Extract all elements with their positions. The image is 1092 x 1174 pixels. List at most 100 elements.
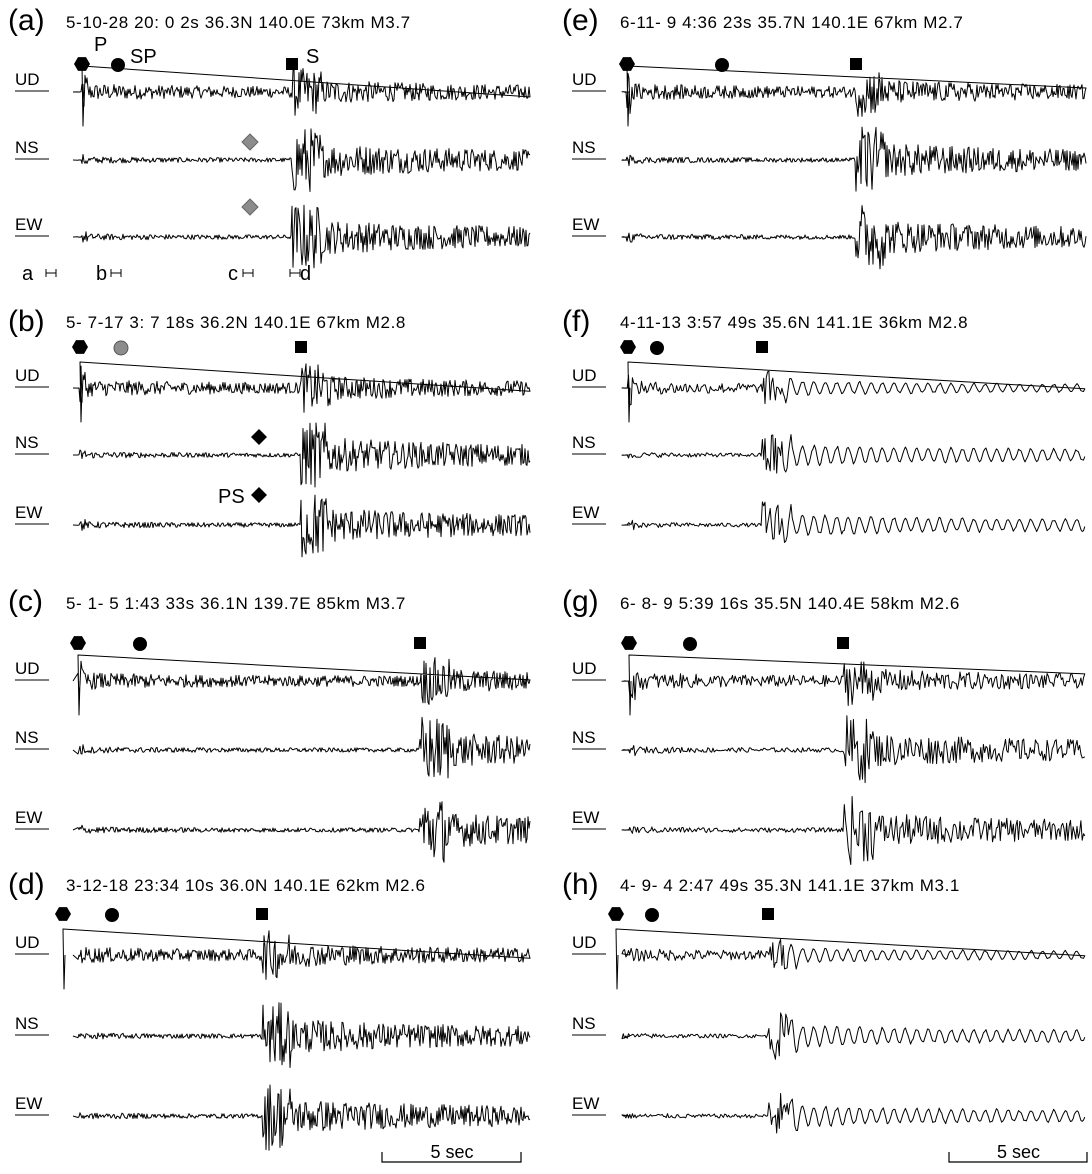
waveform-ud — [621, 654, 1086, 716]
channel-label-ns: NS — [572, 433, 596, 452]
event-header: 4-11-13 3:57 49s 35.6N 141.1E 36km M2.8 — [620, 313, 968, 332]
event-header: 3-12-18 23:34 10s 36.0N 140.1E 62km M2.6 — [66, 876, 426, 895]
channel-label-ud: UD — [15, 70, 40, 89]
phase-label-s: S — [306, 46, 319, 68]
window-bracket — [242, 269, 254, 277]
waveform-ns — [621, 1012, 1086, 1060]
phase-label-p: P — [94, 34, 107, 56]
sp-wave-marker-circle — [645, 908, 659, 922]
s-wave-marker-square — [756, 341, 768, 353]
ps-marker-diamond — [251, 429, 267, 445]
waveform-ud — [621, 65, 1087, 127]
panel-letter: (d) — [8, 868, 45, 901]
channel-label-ns: NS — [15, 1014, 39, 1033]
p-wave-marker-hexagon — [619, 57, 635, 71]
s-wave-marker-square — [295, 341, 307, 353]
panel-c: (c) 5- 1- 5 1:43 33s 36.1N 139.7E 85km M3… — [8, 585, 531, 863]
p-wave-marker-hexagon — [621, 636, 637, 650]
channel-label-ew: EW — [15, 503, 42, 522]
waveform-ns — [72, 1002, 531, 1068]
panel-g: (g) 6- 8- 9 5:39 16s 35.5N 140.4E 58km M2… — [562, 585, 1086, 865]
scale-label: 5 sec — [431, 1142, 474, 1162]
channel-label-ns: NS — [572, 728, 596, 747]
window-bracket — [289, 269, 301, 277]
sp-wave-marker-circle — [133, 637, 147, 651]
channel-label-ew: EW — [15, 808, 42, 827]
channel-label-ns: NS — [572, 138, 596, 157]
p-wave-marker-hexagon — [70, 636, 86, 650]
waveform-ns — [72, 716, 531, 779]
panel-letter: (h) — [562, 868, 599, 901]
waveform-ew — [72, 204, 531, 269]
event-header: 5- 1- 5 1:43 33s 36.1N 139.7E 85km M3.7 — [66, 594, 406, 613]
channel-label-ew: EW — [572, 808, 599, 827]
window-label-c: c — [228, 263, 238, 285]
waveform-ns — [621, 126, 1087, 192]
channel-label-ew: EW — [15, 1094, 42, 1113]
p-wave-marker-hexagon — [55, 907, 71, 921]
event-header: 5-10-28 20: 0 2s 36.3N 140.0E 73km M3.7 — [66, 13, 411, 32]
p-wave-marker-hexagon — [74, 57, 90, 71]
panel-letter: (e) — [562, 4, 599, 37]
s-wave-marker-square — [286, 58, 298, 70]
channel-label-ud: UD — [15, 366, 40, 385]
waveform-ew — [621, 205, 1087, 270]
p-wave-marker-hexagon — [72, 340, 88, 354]
phase-label-ps: PS — [218, 486, 245, 508]
event-header: 6- 8- 9 5:39 16s 35.5N 140.4E 58km M2.6 — [620, 594, 960, 613]
panel-f: (f) 4-11-13 3:57 49s 35.6N 141.1E 36km M2… — [562, 305, 1086, 543]
s-wave-marker-square — [256, 908, 268, 920]
panel-d: (d) 3-12-18 23:34 10s 36.0N 140.1E 62km M… — [8, 868, 531, 1151]
panel-b: (b) 5- 7-17 3: 7 18s 36.2N 140.1E 67km M2… — [8, 305, 531, 558]
sp-wave-marker-circle — [113, 340, 129, 356]
channel-label-ud: UD — [15, 933, 40, 952]
waveform-ud — [72, 65, 531, 127]
sp-wave-marker-circle — [715, 58, 729, 72]
panel-letter: (a) — [8, 4, 45, 37]
sp-wave-marker-circle — [111, 58, 125, 72]
waveform-ew — [72, 801, 531, 863]
panel-letter: (g) — [562, 585, 599, 618]
waveform-ns — [621, 715, 1086, 784]
ps-marker-diamond — [251, 487, 267, 503]
waveform-ns — [73, 422, 531, 488]
waveform-ud — [72, 654, 531, 716]
channel-label-ns: NS — [15, 433, 39, 452]
waveform-ew — [72, 494, 531, 558]
channel-label-ew: EW — [572, 503, 599, 522]
panel-e: (e) 6-11- 9 4:36 23s 35.7N 140.1E 67km M2… — [562, 4, 1087, 270]
sp-wave-marker-circle — [105, 908, 119, 922]
scale-label: 5 sec — [997, 1142, 1040, 1162]
s-wave-marker-square — [837, 637, 849, 649]
ps-marker-diamond — [241, 133, 259, 151]
channel-label-ew: EW — [572, 1094, 599, 1113]
channel-label-ew: EW — [15, 215, 42, 234]
s-wave-marker-square — [762, 908, 774, 920]
waveform-ew — [621, 796, 1086, 865]
event-header: 4- 9- 4 2:47 49s 35.3N 141.1E 37km M3.1 — [620, 876, 960, 895]
channel-label-ns: NS — [15, 728, 39, 747]
waveform-ns — [72, 128, 531, 192]
sp-wave-marker-circle — [650, 341, 664, 355]
sp-wave-marker-circle — [683, 637, 697, 651]
waveform-ud — [621, 361, 1086, 423]
event-header: 6-11- 9 4:36 23s 35.7N 140.1E 67km M2.7 — [620, 13, 963, 32]
panel-h: (h) 4- 9- 4 2:47 49s 35.3N 141.1E 37km M3… — [562, 868, 1086, 1134]
waveform-ud — [615, 928, 1086, 990]
panel-letter: (f) — [562, 305, 590, 338]
p-wave-marker-hexagon — [620, 340, 636, 354]
window-bracket — [110, 269, 122, 277]
channel-label-ud: UD — [572, 70, 597, 89]
window-bracket — [45, 269, 57, 277]
channel-label-ud: UD — [15, 659, 40, 678]
window-label-a: a — [22, 263, 34, 285]
channel-label-ns: NS — [572, 1014, 596, 1033]
waveform-ew — [72, 1084, 531, 1151]
ps-marker-diamond — [241, 198, 259, 216]
event-header: 5- 7-17 3: 7 18s 36.2N 140.1E 67km M2.8 — [66, 313, 406, 332]
panel-a: (a) 5-10-28 20: 0 2s 36.3N 140.0E 73km M3… — [8, 4, 531, 285]
window-label-d: d — [300, 263, 311, 285]
channel-label-ud: UD — [572, 659, 597, 678]
scale-bar — [381, 1152, 522, 1163]
waveform-ns — [621, 434, 1086, 474]
